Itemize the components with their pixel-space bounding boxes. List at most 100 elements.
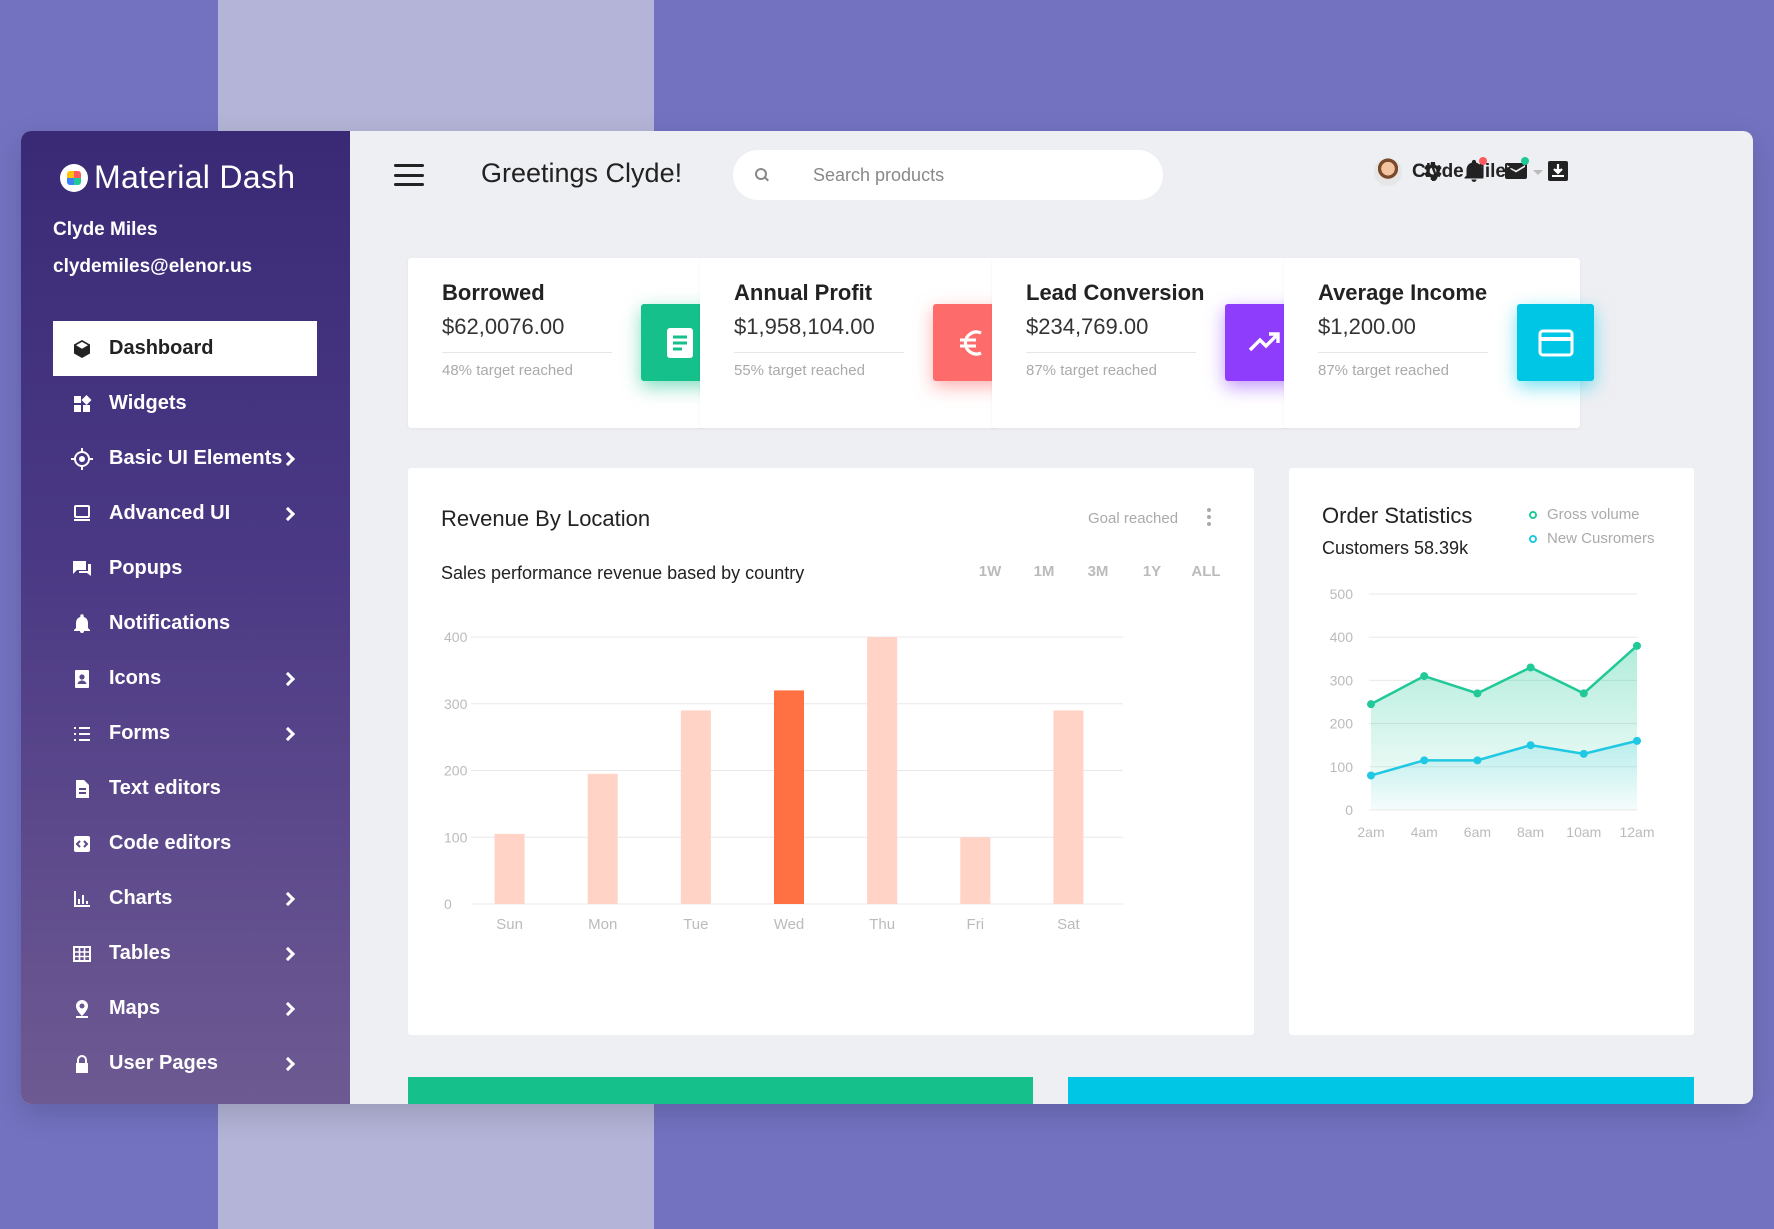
stat-title: Average Income xyxy=(1318,280,1488,305)
bar-xtick-label: Tue xyxy=(683,916,708,933)
series-point[interactable] xyxy=(1473,756,1482,765)
series-point[interactable] xyxy=(1420,756,1429,765)
bar-ytick-label: 400 xyxy=(444,629,468,645)
code-icon xyxy=(71,833,93,855)
stat-title: Borrowed xyxy=(442,280,545,305)
lock-icon xyxy=(71,1053,93,1075)
sidebar-item-label: User Pages xyxy=(109,1052,218,1074)
stat-value: $1,200.00 xyxy=(1318,314,1416,339)
target-icon xyxy=(71,447,93,470)
range-tab-all[interactable]: ALL xyxy=(1191,563,1221,580)
sidebar-item-forms[interactable]: Forms xyxy=(53,706,317,761)
bar-ytick-label: 100 xyxy=(444,829,468,845)
sidebar-item-label: Notifications xyxy=(109,612,231,634)
legend-label: New Cusromers xyxy=(1547,530,1655,547)
brand[interactable]: Material Dash xyxy=(60,159,295,196)
stat-note: 87% target reached xyxy=(1318,362,1449,379)
app-window: Material Dash Clyde Miles clydemiles@ele… xyxy=(21,131,1753,1104)
series-point[interactable] xyxy=(1367,771,1375,780)
stat-card-lead-conversion[interactable]: Lead Conversion $234,769.00 87% target rea… xyxy=(992,258,1302,428)
line-ytick-label: 400 xyxy=(1330,629,1354,645)
revenue-subtitle: Sales performance revenue based by count… xyxy=(441,563,805,583)
series-point[interactable] xyxy=(1633,641,1641,650)
range-tab-1m[interactable]: 1M xyxy=(1033,563,1055,580)
line-xtick-label: 6am xyxy=(1464,824,1491,840)
series-point[interactable] xyxy=(1579,689,1588,698)
line-xtick-label: 8am xyxy=(1517,824,1544,840)
sidebar-item-charts[interactable]: Charts xyxy=(53,871,317,926)
sidebar-item-label: Charts xyxy=(109,887,173,909)
bar-mon[interactable] xyxy=(587,773,618,904)
header-actions xyxy=(1420,157,1570,183)
search-input[interactable] xyxy=(813,164,1113,186)
notifications-bell-icon[interactable] xyxy=(1462,157,1487,183)
sidebar-item-advanced-ui[interactable]: Advanced UI xyxy=(53,486,317,541)
laptop-icon xyxy=(71,503,93,525)
series-point[interactable] xyxy=(1420,672,1429,681)
bottom-card-green xyxy=(408,1077,1033,1104)
orders-title: Order Statistics xyxy=(1322,503,1473,528)
sidebar-item-basic-ui-elements[interactable]: Basic UI Elements xyxy=(53,431,317,486)
bar-tue[interactable] xyxy=(680,710,711,904)
series-area xyxy=(1371,740,1637,810)
series-point[interactable] xyxy=(1526,663,1535,672)
line-ytick-label: 0 xyxy=(1345,802,1353,818)
bar-xtick-label: Thu xyxy=(869,916,895,933)
range-tab-3m[interactable]: 3M xyxy=(1087,563,1109,580)
sidebar-item-label: Popups xyxy=(109,557,183,579)
mail-icon[interactable] xyxy=(1504,157,1529,183)
sidebar-item-label: Dashboard xyxy=(109,337,214,359)
series-point[interactable] xyxy=(1633,736,1641,745)
legend-label: Gross volume xyxy=(1547,506,1640,523)
chevron-right-icon xyxy=(280,671,296,686)
widgets-icon xyxy=(71,393,93,415)
sidebar-item-code-editors[interactable]: Code editors xyxy=(53,816,317,871)
stat-note: 48% target reached xyxy=(442,362,573,379)
sidebar-item-dashboard[interactable]: Dashboard xyxy=(53,321,317,376)
revenue-bar-chart: 0 100 200 300 400 Sun Mon Tue Wed Thu Fri Sat xyxy=(444,629,1123,933)
sidebar-item-label: Code editors xyxy=(109,832,232,854)
bar-fri[interactable] xyxy=(960,837,991,904)
stat-value: $234,769.00 xyxy=(1026,314,1149,339)
download-icon[interactable] xyxy=(1546,159,1570,183)
range-tab-1w[interactable]: 1W xyxy=(978,563,1002,580)
sidebar-item-notifications[interactable]: Notifications xyxy=(53,596,317,651)
line-xtick-label: 2am xyxy=(1357,824,1384,840)
stat-card-average-income[interactable]: Average Income $1,200.00 87% target reache… xyxy=(1284,258,1594,428)
bar-sat[interactable] xyxy=(1053,710,1084,904)
sidebar-item-popups[interactable]: Popups xyxy=(53,541,317,596)
bar-wed[interactable] xyxy=(774,690,804,904)
sidebar-item-icons[interactable]: Icons xyxy=(53,651,317,706)
series-point[interactable] xyxy=(1579,749,1588,758)
series-point[interactable] xyxy=(1367,700,1375,709)
settings-gear-icon[interactable] xyxy=(1420,159,1444,183)
bar-thu[interactable] xyxy=(867,637,898,904)
range-tab-1y[interactable]: 1Y xyxy=(1142,563,1162,580)
map-pin-icon xyxy=(71,998,93,1020)
line-ytick-label: 500 xyxy=(1330,586,1354,602)
bar-xtick-label: Mon xyxy=(588,916,617,933)
sidebar-item-tables[interactable]: Tables xyxy=(53,926,317,981)
bar-sun[interactable] xyxy=(494,833,525,904)
chevron-right-icon xyxy=(280,726,296,741)
legend-item: New Cusromers xyxy=(1529,530,1655,547)
document-icon xyxy=(71,778,93,800)
chevron-right-icon xyxy=(280,946,296,961)
legend-item: Gross volume xyxy=(1529,506,1655,523)
series-point[interactable] xyxy=(1473,689,1482,698)
stat-card-annual-profit[interactable]: Annual Profit $1,958,104.00 55% target rea… xyxy=(700,258,1010,428)
avatar xyxy=(1374,158,1402,186)
series-point[interactable] xyxy=(1526,741,1535,750)
bar-xtick-label: Wed xyxy=(774,916,805,933)
contact-icon xyxy=(71,668,93,690)
sidebar-item-user-pages[interactable]: User Pages xyxy=(53,1036,317,1091)
stat-card-borrowed[interactable]: Borrowed $62,0076.00 48% target reached xyxy=(408,258,718,428)
sidebar-item-maps[interactable]: Maps xyxy=(53,981,317,1036)
sidebar-item-text-editors[interactable]: Text editors xyxy=(53,761,317,816)
bar-ytick-label: 300 xyxy=(444,696,468,712)
sidebar-item-widgets[interactable]: Widgets xyxy=(53,376,317,431)
more-options-icon[interactable] xyxy=(1207,508,1211,526)
menu-toggle-icon[interactable] xyxy=(394,164,424,186)
orders-legend: Gross volume New Cusromers xyxy=(1529,506,1655,554)
order-statistics-panel: Order Statistics Customers 58.39k Gross … xyxy=(1289,468,1694,1035)
